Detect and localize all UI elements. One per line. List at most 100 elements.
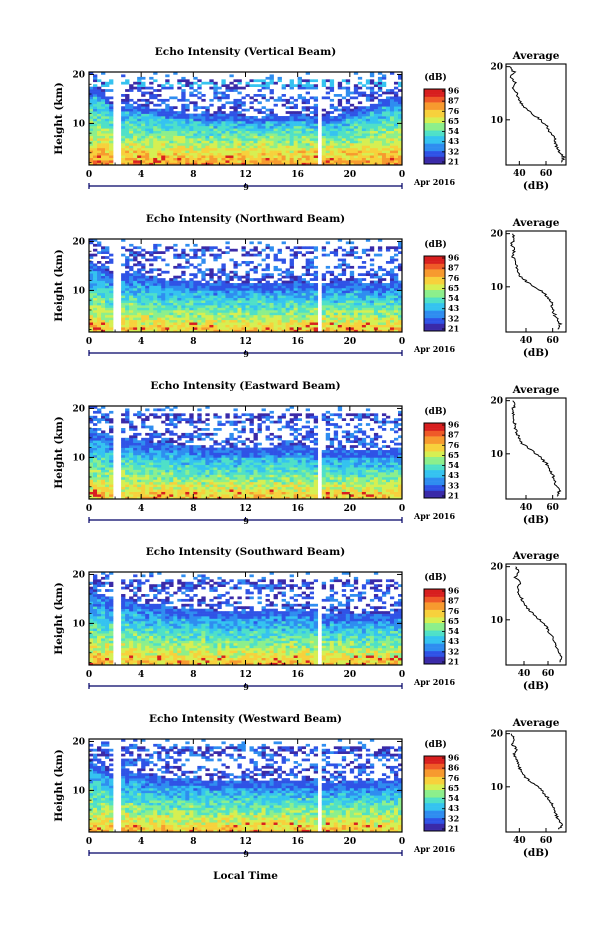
heatmap-cell — [137, 280, 142, 284]
heatmap-cell — [125, 133, 130, 136]
heatmap-cell — [325, 314, 331, 318]
heatmap-cell — [201, 305, 206, 308]
colorbar-tick-label: 54 — [448, 293, 460, 303]
heatmap-cell — [269, 145, 274, 149]
heatmap-cell — [153, 120, 158, 124]
colorbar-segment — [424, 327, 445, 330]
heatmap-cell — [121, 459, 126, 463]
colorbar-segment — [424, 272, 445, 276]
heatmap-cell — [389, 322, 395, 325]
heatmap-cell — [209, 327, 214, 330]
heatmap-cell — [165, 263, 170, 267]
heatmap-cell — [381, 327, 387, 330]
heatmap-cell — [97, 120, 102, 124]
heatmap-cell — [121, 420, 126, 424]
heatmap-cell — [89, 140, 94, 144]
heatmap-cell — [341, 319, 347, 323]
heatmap-cell — [245, 135, 250, 139]
heatmap-cell — [337, 81, 343, 85]
heatmap-cell — [173, 138, 178, 141]
heatmap-cell — [97, 300, 102, 303]
heatmap-cell — [269, 118, 274, 122]
heatmap-cell — [369, 135, 375, 139]
heatmap-cell — [173, 123, 178, 127]
heatmap-cell — [285, 101, 290, 105]
heatmap-cell — [377, 106, 383, 110]
heatmap-cell — [105, 469, 110, 473]
heatmap-cell — [185, 285, 190, 289]
heatmap-cell — [225, 150, 230, 154]
heatmap-cell — [385, 135, 391, 139]
heatmap-cell — [121, 494, 126, 497]
heatmap-cell — [381, 297, 387, 301]
heatmap-cell — [181, 96, 186, 100]
heatmap-cell — [89, 138, 94, 141]
heatmap-cell — [293, 98, 298, 102]
heatmap-cell — [221, 118, 226, 122]
heatmap-cell — [301, 147, 306, 151]
heatmap-cell — [93, 135, 98, 139]
heatmap-cell — [149, 275, 154, 279]
heatmap-cell — [257, 319, 262, 323]
heatmap-cell — [349, 91, 355, 95]
heatmap-cell — [357, 157, 363, 161]
heatmap-cell — [337, 265, 343, 269]
heatmap-cell — [389, 283, 395, 286]
heatmap-cell — [241, 283, 246, 286]
heatmap-cell — [357, 142, 363, 146]
heatmap-cell — [97, 265, 102, 269]
heatmap-cell — [301, 319, 306, 323]
heatmap-cell — [145, 111, 150, 114]
heatmap-cell — [181, 305, 186, 308]
heatmap-cell — [365, 147, 371, 151]
heatmap-cell — [169, 246, 174, 250]
heatmap-cell — [313, 140, 319, 144]
heatmap-cell — [277, 140, 282, 144]
heatmap-cell — [141, 125, 146, 129]
heatmap-cell — [201, 81, 206, 85]
heatmap-cell — [193, 150, 198, 154]
heatmap-cell — [321, 145, 327, 149]
heatmap-cell — [133, 312, 138, 316]
heatmap-cell — [265, 108, 270, 112]
heatmap-cell — [285, 118, 290, 122]
heatmap-cell — [225, 329, 230, 333]
heatmap-cell — [221, 314, 226, 318]
heatmap-cell — [273, 135, 278, 139]
heatmap-cell — [137, 128, 142, 132]
heatmap-cell — [269, 128, 274, 132]
heatmap-cell — [129, 420, 134, 424]
heatmap-cell — [301, 157, 306, 161]
heatmap-cell — [97, 275, 102, 279]
heatmap-cell — [205, 128, 210, 132]
heatmap-cell — [161, 314, 166, 318]
heatmap-cell — [153, 324, 158, 328]
heatmap-cell — [245, 329, 250, 333]
heatmap-cell — [185, 108, 190, 112]
heatmap-cell — [125, 297, 130, 301]
heatmap-cell — [285, 309, 290, 313]
heatmap-cell — [177, 135, 182, 139]
heatmap-cell — [261, 125, 266, 129]
heatmap-cell — [213, 322, 218, 325]
heatmap-cell — [345, 98, 351, 102]
heatmap-cell — [261, 123, 266, 127]
heatmap-cell — [301, 246, 306, 250]
heatmap-cell — [225, 309, 230, 313]
heatmap-cell — [145, 469, 150, 473]
heatmap-cell — [97, 312, 102, 316]
heatmap-cell — [369, 118, 375, 122]
heatmap-cell — [97, 145, 102, 149]
heatmap-cell — [217, 113, 222, 117]
heatmap-cell — [169, 106, 174, 110]
heatmap-cell — [349, 157, 355, 161]
heatmap-cell — [193, 312, 198, 316]
heatmap-cell — [165, 145, 170, 149]
heatmap-cell — [217, 324, 222, 328]
heatmap-cell — [189, 147, 194, 151]
heatmap-cell — [337, 273, 343, 277]
heatmap-cell — [189, 297, 194, 301]
heatmap-cell — [121, 162, 126, 166]
heatmap-cell — [157, 150, 162, 154]
heatmap-cell — [137, 150, 142, 154]
